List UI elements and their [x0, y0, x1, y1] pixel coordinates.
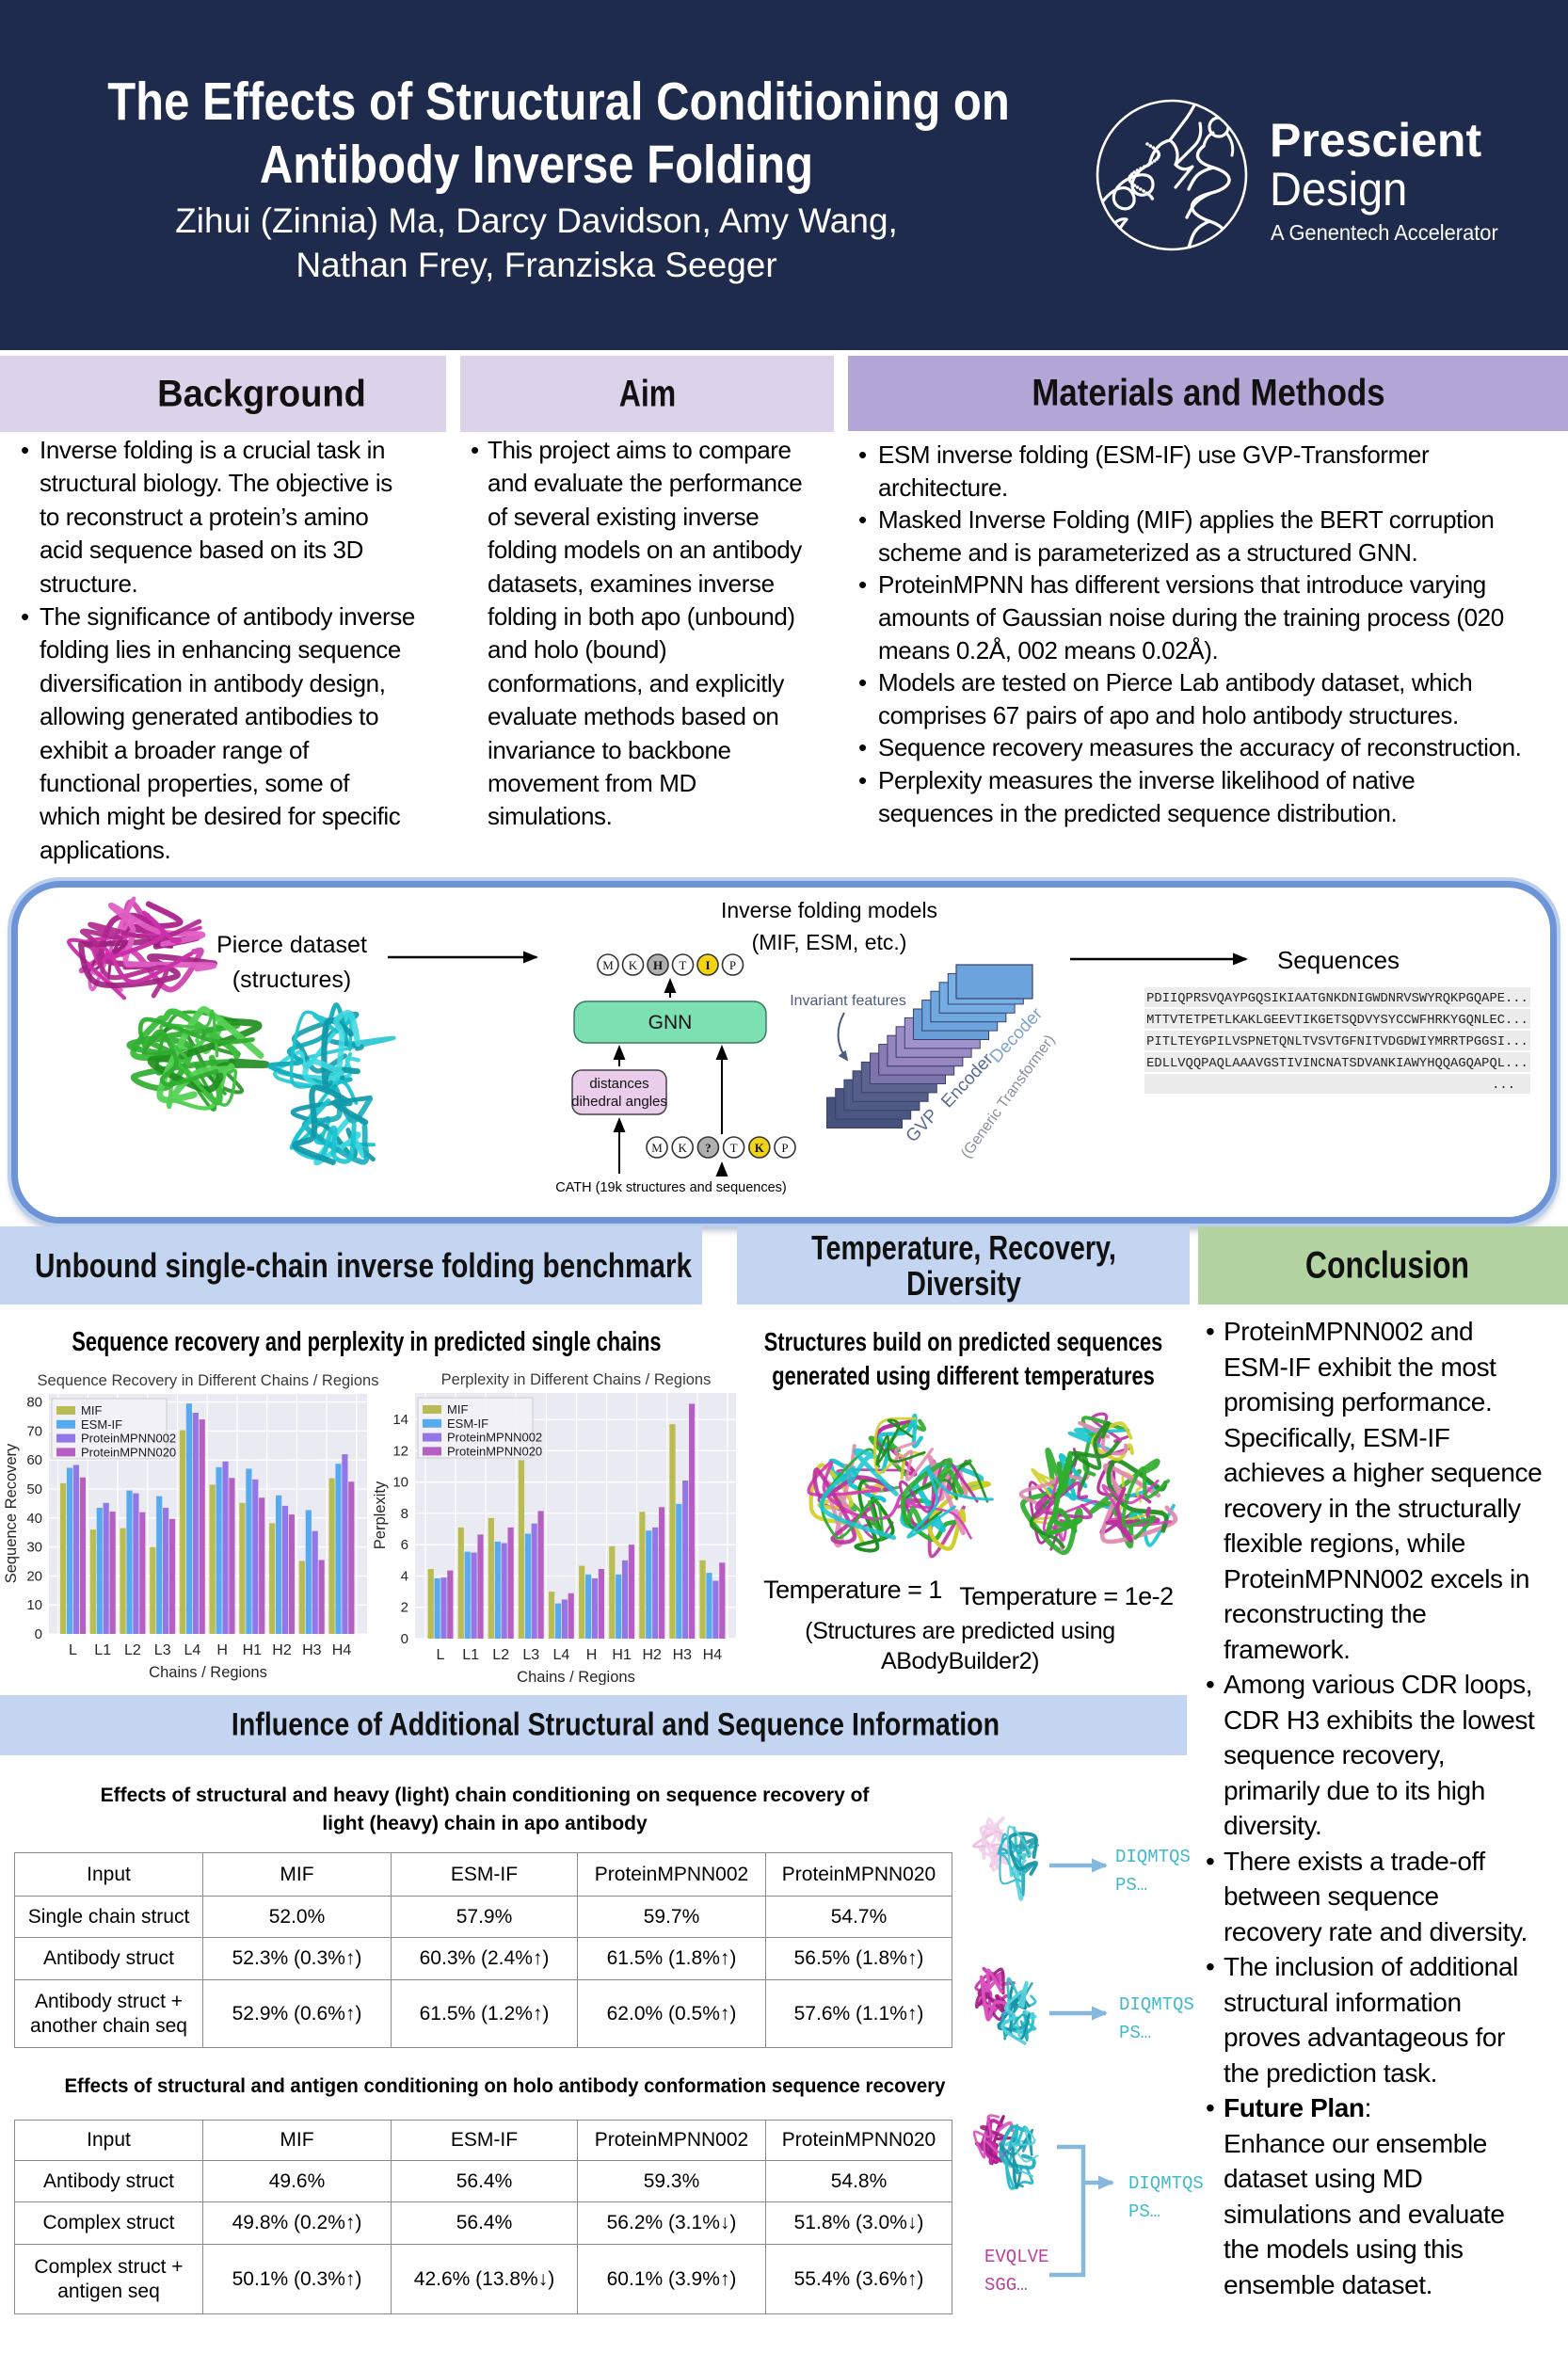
svg-text:(structures): (structures): [232, 967, 351, 993]
svg-text:6: 6: [401, 1537, 408, 1553]
svg-text:L2: L2: [492, 1647, 509, 1663]
svg-text:H: H: [586, 1647, 598, 1663]
svg-text:L2: L2: [124, 1642, 141, 1658]
svg-text:L: L: [69, 1642, 77, 1658]
svg-text:K: K: [629, 958, 638, 972]
svg-text:L: L: [437, 1647, 445, 1663]
svg-text:10: 10: [26, 1597, 42, 1613]
svg-text:dihedral angles: dihedral angles: [571, 1094, 667, 1110]
svg-text:Perplexity: Perplexity: [372, 1481, 389, 1549]
svg-text:8: 8: [401, 1506, 408, 1522]
svg-text:Sequence Recovery in Different: Sequence Recovery in Different Chains / …: [38, 1372, 379, 1389]
svg-text:H: H: [216, 1642, 228, 1658]
svg-text:10: 10: [392, 1475, 408, 1491]
svg-text:L3: L3: [522, 1647, 539, 1663]
svg-text:L1: L1: [462, 1647, 479, 1663]
svg-text:0: 0: [35, 1626, 42, 1642]
svg-text:H4: H4: [703, 1647, 723, 1663]
svg-text:ESM-IF: ESM-IF: [81, 1417, 122, 1432]
svg-text:GNN: GNN: [648, 1012, 693, 1033]
svg-text:EDLLVQQPAQLAAAVGSTIVINCNATSDVA: EDLLVQQPAQLAAAVGSTIVINCNATSDVANKIAWYHQQA…: [1146, 1057, 1528, 1071]
svg-text:ProteinMPNN020: ProteinMPNN020: [447, 1444, 542, 1458]
svg-text:P: P: [781, 1141, 788, 1155]
svg-text:H3: H3: [302, 1642, 322, 1658]
svg-text:I: I: [705, 958, 710, 972]
svg-text:PDIIQPRSVQAYPGQSIKIAATGNKDNIGW: PDIIQPRSVQAYPGQSIKIAATGNKDNIGWDNRVSWYRQK…: [1146, 992, 1528, 1006]
svg-text:MTTVTETPETLKAKLGEEVTIKGETSQDVY: MTTVTETPETLKAKLGEEVTIKGETSQDVYSYCCWFHRKY…: [1146, 1014, 1528, 1028]
svg-text:Inverse folding models: Inverse folding models: [721, 898, 937, 922]
svg-text:4: 4: [401, 1569, 408, 1585]
svg-text:M: M: [602, 958, 614, 972]
svg-text:H1: H1: [243, 1642, 263, 1658]
svg-text:H: H: [653, 958, 663, 972]
svg-text:Invariant features: Invariant features: [790, 993, 906, 1009]
svg-text:H3: H3: [673, 1647, 693, 1663]
svg-text:ProteinMPNN002: ProteinMPNN002: [81, 1432, 176, 1446]
svg-text:...: ...: [1492, 1079, 1515, 1093]
svg-text:H1: H1: [612, 1647, 632, 1663]
svg-text:(MIF, ESM, etc.): (MIF, ESM, etc.): [752, 930, 907, 954]
svg-text:Chains / Regions: Chains / Regions: [149, 1664, 267, 1681]
svg-text:30: 30: [26, 1540, 42, 1556]
svg-text:Perplexity in Different Chains: Perplexity in Different Chains / Regions: [441, 1371, 712, 1388]
svg-text:ESM-IF: ESM-IF: [447, 1417, 488, 1431]
svg-text:M: M: [651, 1141, 663, 1155]
svg-text:?: ?: [705, 1141, 712, 1155]
svg-text:PITLTEYGPILVSPNETQNLTVSVTGFNIT: PITLTEYGPILVSPNETQNLTVSVTGFNITVDGDWIYMRR…: [1146, 1035, 1528, 1049]
svg-text:L1: L1: [94, 1642, 111, 1658]
svg-text:14: 14: [392, 1412, 408, 1428]
svg-text:Chains / Regions: Chains / Regions: [517, 1669, 635, 1685]
svg-text:70: 70: [26, 1423, 42, 1439]
svg-text:T: T: [730, 1141, 738, 1155]
svg-text:60: 60: [26, 1452, 42, 1468]
svg-text:ProteinMPNN020: ProteinMPNN020: [81, 1445, 176, 1459]
svg-text:H2: H2: [642, 1647, 662, 1663]
svg-text:40: 40: [26, 1511, 42, 1527]
svg-text:H4: H4: [332, 1642, 352, 1658]
svg-text:distances: distances: [589, 1076, 648, 1092]
svg-text:20: 20: [26, 1568, 42, 1584]
svg-text:L4: L4: [553, 1647, 570, 1663]
svg-text:P: P: [729, 958, 736, 972]
svg-text:12: 12: [392, 1443, 408, 1459]
svg-text:L4: L4: [184, 1642, 201, 1658]
svg-text:K: K: [755, 1141, 765, 1155]
svg-text:Sequence Recovery: Sequence Recovery: [3, 1443, 20, 1583]
svg-text:ProteinMPNN002: ProteinMPNN002: [447, 1431, 542, 1445]
svg-text:MIF: MIF: [81, 1403, 102, 1417]
svg-text:50: 50: [26, 1481, 42, 1497]
svg-text:0: 0: [401, 1631, 408, 1647]
svg-text:K: K: [679, 1141, 688, 1155]
svg-text:H2: H2: [272, 1642, 292, 1658]
svg-text:L3: L3: [154, 1642, 171, 1658]
svg-text:Pierce dataset: Pierce dataset: [216, 932, 367, 958]
svg-text:80: 80: [26, 1395, 42, 1411]
svg-text:Sequences: Sequences: [1277, 946, 1400, 974]
svg-text:MIF: MIF: [447, 1402, 468, 1417]
svg-text:CATH (19k structures and seque: CATH (19k structures and sequences): [555, 1180, 787, 1195]
svg-text:2: 2: [401, 1600, 408, 1616]
svg-text:T: T: [680, 958, 687, 972]
